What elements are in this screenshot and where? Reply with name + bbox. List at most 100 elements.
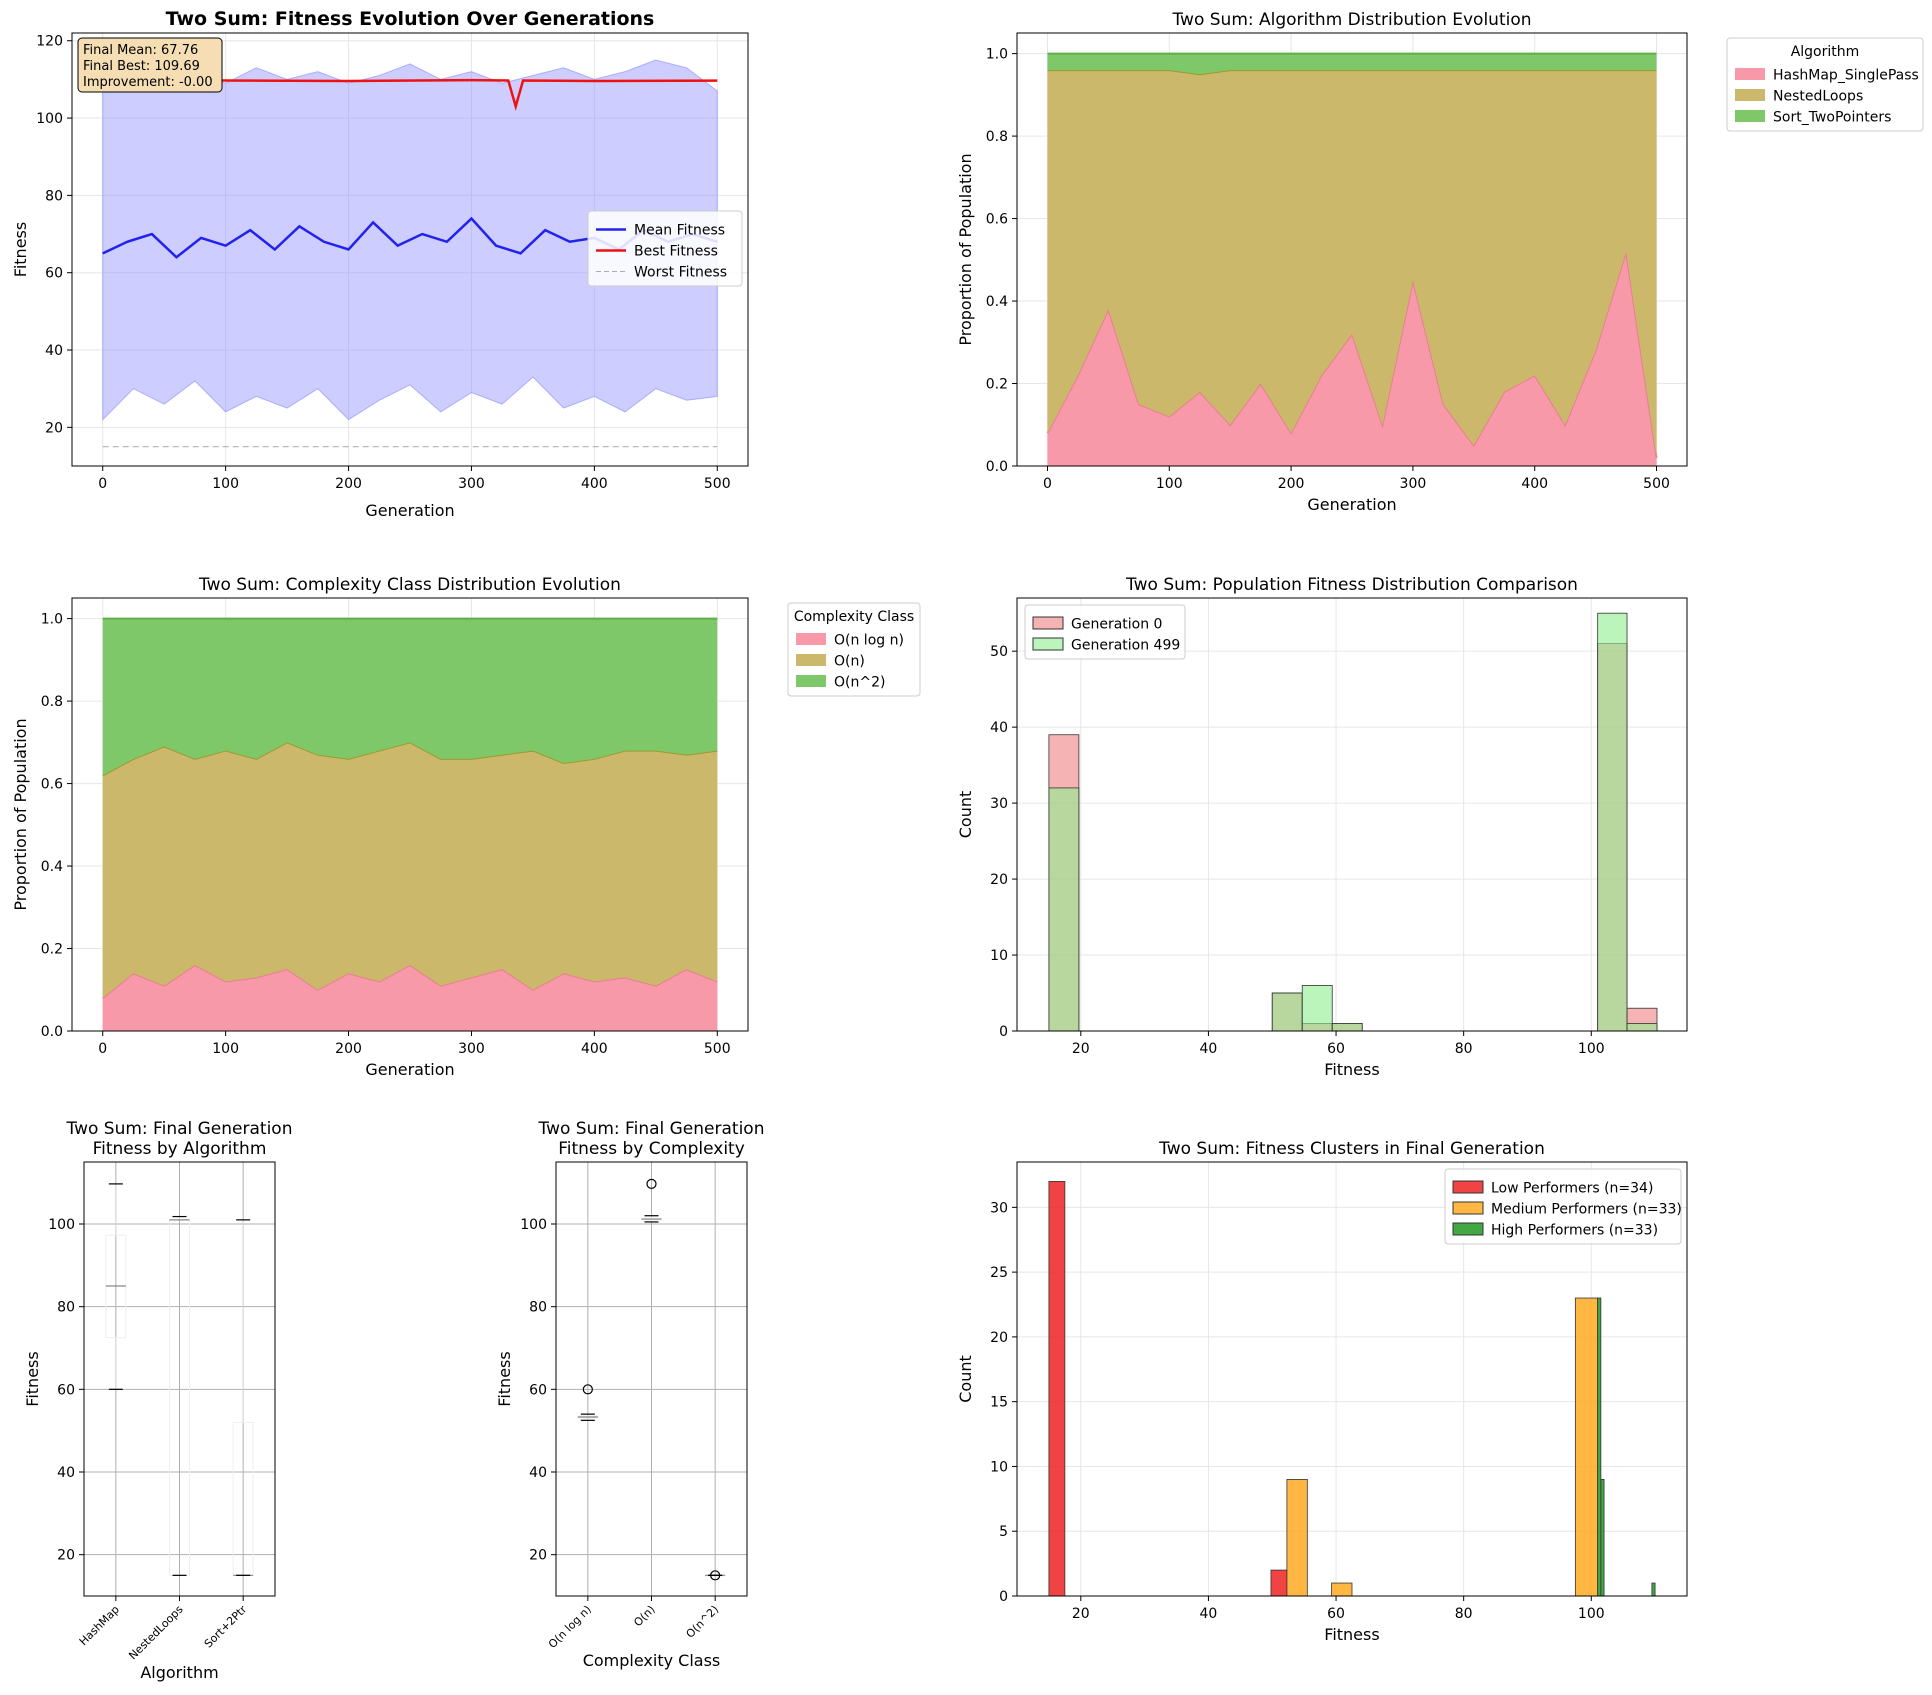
legend-title: Algorithm <box>1791 44 1860 60</box>
legend-swatch <box>796 675 826 687</box>
histogram-bar <box>1651 1582 1656 1597</box>
x-tick-label: 100 <box>1578 1606 1605 1622</box>
histogram-bar <box>1286 1479 1308 1597</box>
y-axis-label: Fitness <box>495 1351 514 1406</box>
y-tick-label: 0.0 <box>986 459 1008 475</box>
axes-frame <box>555 1161 748 1597</box>
axes-fitness_clusters: 0 5 10 15 20 25 30 20 40 60 80 100 Two Sum: Fitness … <box>956 1139 1688 1644</box>
legend-entry: O(n log n) <box>834 633 904 649</box>
x-tick-label: 200 <box>335 476 362 492</box>
x-tick-label: 100 <box>212 476 239 492</box>
legend-swatch <box>1452 1180 1484 1194</box>
y-tick-label: 100 <box>48 1217 75 1233</box>
y-tick-label: 0.4 <box>41 859 63 875</box>
legend-box <box>1726 37 1924 132</box>
y-tick-label: 80 <box>529 1300 547 1316</box>
y-axis-label: Count <box>956 791 975 839</box>
annotation-box <box>77 37 223 93</box>
chart-title: Two Sum: Algorithm Distribution Evolutio… <box>1171 10 1531 30</box>
histogram-bar <box>1270 1569 1288 1597</box>
y-tick-label: 20 <box>45 420 63 436</box>
y-tick-label: 20 <box>529 1548 547 1564</box>
x-tick-label: 500 <box>704 476 731 492</box>
y-tick-label: 1.0 <box>41 612 63 628</box>
y-tick-label: 20 <box>57 1548 75 1564</box>
x-tick-label: 400 <box>1521 476 1548 492</box>
histogram-bar <box>1600 1479 1605 1597</box>
y-tick-label: 0.2 <box>986 377 1008 393</box>
annotation-line: Improvement: -0.00 <box>83 75 213 90</box>
y-axis-label: Fitness <box>11 222 30 277</box>
legend-swatch <box>796 654 826 666</box>
y-tick-label: 50 <box>990 644 1008 660</box>
axes-frame <box>83 1161 276 1597</box>
axes-algorithm_distribution: 0.0 0.2 0.4 0.6 0.8 1.0 0 100 200 300 400 500 Two Su… <box>956 10 1924 514</box>
box-flier <box>710 1570 721 1581</box>
y-tick-label: 60 <box>57 1382 75 1398</box>
histogram-bar <box>1597 612 1628 1032</box>
legend-swatch <box>796 633 826 645</box>
legend: Algorithm HashMap_SinglePass NestedLoops So… <box>1726 37 1924 132</box>
y-tick-label: 15 <box>990 1395 1008 1411</box>
x-tick-label: 200 <box>1278 476 1305 492</box>
legend: Low Performers (n=34) Medium Performers (… <box>1444 1168 1682 1245</box>
y-tick-label: 40 <box>529 1465 547 1481</box>
legend-swatch <box>1452 1201 1484 1215</box>
x-axis-label: Fitness <box>1324 1625 1379 1644</box>
x-tick-label: 20 <box>1072 1606 1090 1622</box>
axes-box_complexity: 20 40 60 80 100 O(n log n) O(n) O(n^2) Two Sum: … <box>495 1119 764 1670</box>
y-axis-label: Count <box>956 1355 975 1403</box>
x-tick-label: 80 <box>1455 1041 1473 1057</box>
y-axis-label: Proportion of Population <box>956 153 975 345</box>
y-tick-label: 40 <box>45 343 63 359</box>
box-flier <box>646 1178 657 1190</box>
legend: Mean Fitness Best Fitness Worst Fitness <box>587 210 743 287</box>
y-tick-label: 80 <box>45 188 63 204</box>
y-tick-label: 40 <box>990 720 1008 736</box>
chart-title: Two Sum: Fitness Clusters in Final Gener… <box>1158 1139 1545 1159</box>
legend-box <box>1444 1168 1682 1245</box>
legend-entry: O(n) <box>834 654 865 670</box>
axes-frame <box>1016 32 1688 467</box>
x-tick-label: 100 <box>212 1041 239 1057</box>
x-tick-label: 0 <box>1043 476 1052 492</box>
legend-entry: High Performers (n=33) <box>1491 1223 1658 1239</box>
legend-swatch <box>1032 616 1064 630</box>
y-tick-label: 80 <box>57 1300 75 1316</box>
legend-entry: Mean Fitness <box>634 223 725 239</box>
axes-frame <box>71 597 749 1032</box>
x-tick-label: 300 <box>1400 476 1427 492</box>
legend-title: Complexity Class <box>794 609 914 625</box>
chart-title: Fitness by Complexity <box>558 1139 745 1159</box>
y-tick-label: 0.4 <box>986 294 1008 310</box>
chart-title: Fitness by Algorithm <box>93 1139 267 1159</box>
chart-title: Two Sum: Final Generation <box>538 1119 765 1139</box>
legend: Generation 0 Generation 499 <box>1024 604 1186 660</box>
x-tick-label: 300 <box>458 1041 485 1057</box>
x-tick-label: 60 <box>1327 1041 1345 1057</box>
axes-fitness_evolution: 20 40 60 80 100 120 0 100 200 300 400 500 Two Sum: F… <box>11 8 749 520</box>
y-tick-label: 0 <box>999 1589 1008 1605</box>
area-O(n) <box>102 742 718 999</box>
y-tick-label: 30 <box>990 796 1008 812</box>
chart-title: Two Sum: Fitness Evolution Over Generati… <box>166 8 655 30</box>
x-tick-label: 500 <box>704 1041 731 1057</box>
histogram-bar <box>1597 1297 1602 1597</box>
legend-entry: NestedLoops <box>1773 89 1863 105</box>
y-tick-label: 60 <box>45 266 63 282</box>
histogram-bar <box>1626 1023 1658 1032</box>
y-tick-label: 40 <box>57 1465 75 1481</box>
axes-complexity_distribution: 0.0 0.2 0.4 0.6 0.8 1.0 0 100 200 300 400 500 Two Su… <box>11 575 921 1079</box>
x-tick-label: HashMap <box>77 1603 122 1648</box>
x-axis-label: Algorithm <box>140 1663 218 1682</box>
y-tick-label: 10 <box>990 948 1008 964</box>
y-axis-label: Proportion of Population <box>11 718 30 910</box>
x-tick-label: 500 <box>1643 476 1670 492</box>
legend-entry: Worst Fitness <box>634 265 727 281</box>
legend-swatch <box>1735 110 1765 122</box>
annotation-line: Final Mean: 67.76 <box>83 43 198 58</box>
y-axis-label: Fitness <box>23 1351 42 1406</box>
x-tick-label: 100 <box>1578 1041 1605 1057</box>
legend-entry: Best Fitness <box>634 244 718 260</box>
axes-frame <box>71 32 749 467</box>
